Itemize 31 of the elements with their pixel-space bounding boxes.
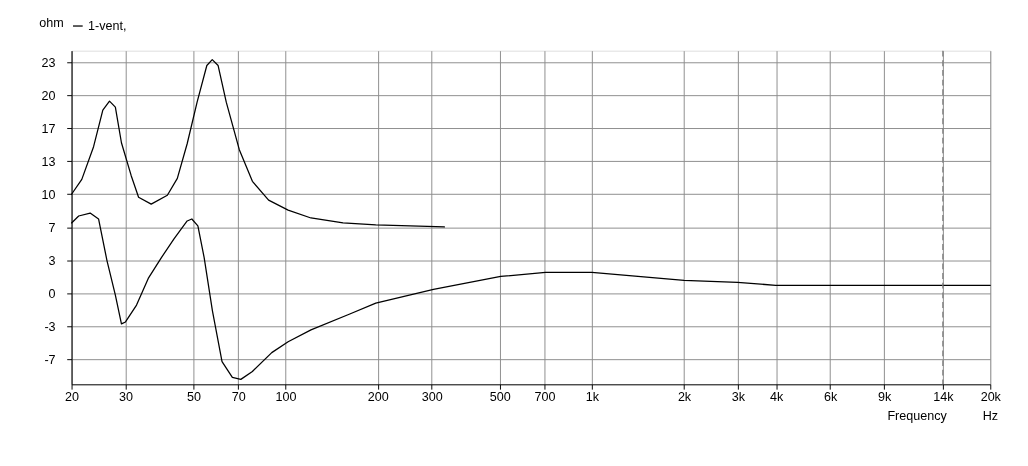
x-tick-label: 20k <box>980 390 1002 405</box>
y-tick-label: 13 <box>41 154 56 169</box>
x-tick-label: 3k <box>731 390 746 405</box>
y-tick-label: 23 <box>41 55 56 70</box>
y-tick-label: 0 <box>48 286 56 301</box>
legend-label: 1-vent, <box>88 18 127 33</box>
x-tick-label: 70 <box>231 390 246 405</box>
y-tick-label: 7 <box>48 220 56 235</box>
x-tick-label: 4k <box>770 390 785 405</box>
y-tick-label: 3 <box>48 253 56 268</box>
x-tick-label: 20 <box>65 390 80 405</box>
x-tick-label: 200 <box>367 390 389 405</box>
x-tick-label: 700 <box>534 390 556 405</box>
y-tick-label: -7 <box>44 352 56 367</box>
y-tick-label: 20 <box>41 88 56 103</box>
x-tick-label: 2k <box>677 390 692 405</box>
x-tick-label: 6k <box>824 390 838 405</box>
x-tick-label: 50 <box>186 390 201 405</box>
x-axis-title: Frequency <box>887 409 948 424</box>
y-tick-label: 17 <box>41 121 56 136</box>
y-axis-title: ohm <box>39 15 64 30</box>
x-tick-label: 9k <box>877 390 892 405</box>
x-tick-label: 1k <box>585 390 600 405</box>
text: Hz <box>982 409 999 424</box>
x-tick-label: 14k <box>933 390 955 405</box>
x-tick-label: 30 <box>118 390 133 405</box>
x-tick-label: 100 <box>275 390 297 405</box>
y-tick-label: -3 <box>44 319 56 334</box>
y-tick-label: 10 <box>41 187 56 202</box>
x-tick-label: 500 <box>489 390 511 405</box>
x-tick-label: 300 <box>421 390 443 405</box>
